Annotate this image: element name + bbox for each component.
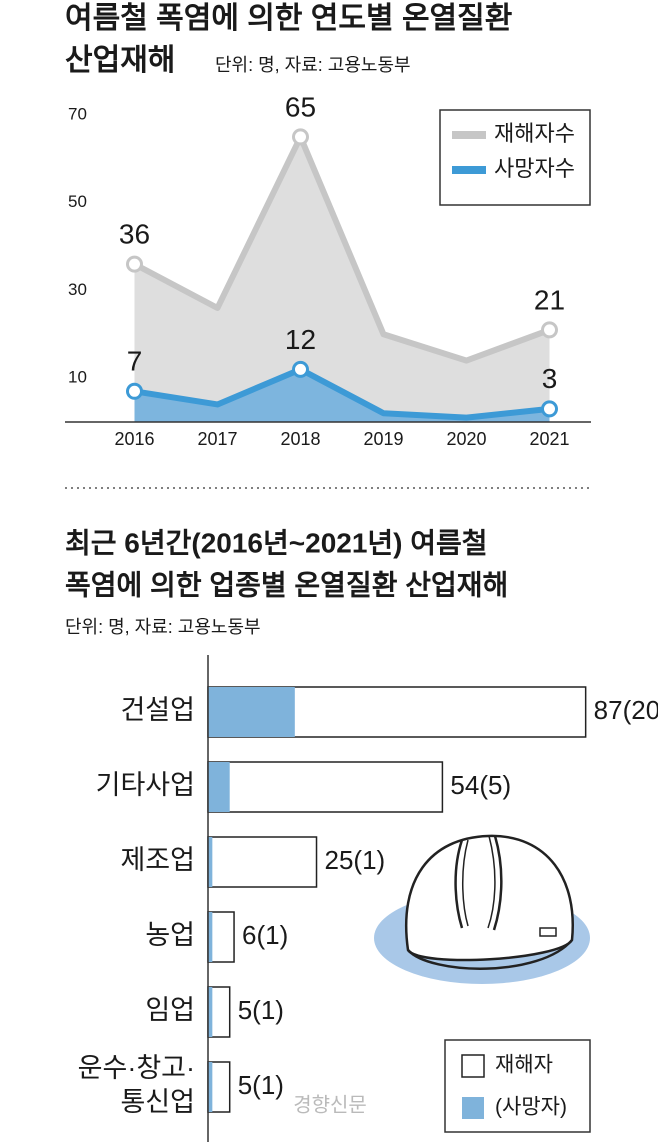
point-marker: [126, 255, 143, 273]
chart-title: 폭염에 의한 업종별 온열질환 산업재해: [65, 569, 508, 600]
y-tick-label: 통신업: [120, 1087, 195, 1117]
watermark: 경향신문: [293, 1093, 367, 1116]
data-label: 21: [534, 284, 565, 315]
y-tick-label: 건설업: [120, 695, 195, 725]
chart-title: 산업재해: [65, 44, 175, 77]
point-marker: [292, 128, 309, 146]
legend-label: 사망자수: [494, 156, 575, 181]
bar: [208, 687, 295, 737]
data-label: 6(1): [242, 920, 288, 950]
bar: [207, 761, 444, 813]
bar: [208, 1062, 213, 1112]
legend-swatch: [462, 1097, 484, 1119]
y-tick-label: 임업: [145, 995, 195, 1025]
bar: [208, 837, 213, 887]
x-tick-label: 2021: [529, 429, 569, 449]
x-tick-label: 2018: [280, 429, 320, 449]
y-tick-label: 30: [68, 280, 87, 299]
y-tick-label: 50: [68, 192, 87, 211]
data-label: 12: [285, 324, 316, 355]
data-label: 54(5): [450, 770, 511, 800]
data-label: 25(1): [325, 845, 386, 875]
legend-label: 재해자: [495, 1054, 553, 1077]
x-tick-label: 2016: [114, 429, 154, 449]
legend-label: (사망자): [495, 1096, 567, 1119]
legend-box: [439, 109, 591, 206]
y-tick-label: 70: [68, 104, 87, 123]
data-label: 5(1): [238, 995, 284, 1025]
chart-subtitle: 단위: 명, 자료: 고용노동부: [65, 617, 261, 637]
y-tick-label: 제조업: [120, 845, 195, 875]
y-tick-label: 운수·창고·: [78, 1053, 195, 1083]
y-tick-label: 기타사업: [96, 770, 195, 800]
legend-swatch: [461, 1054, 485, 1078]
chart-subtitle: 단위: 명, 자료: 고용노동부: [215, 55, 411, 75]
point-marker: [541, 400, 558, 418]
y-tick-label: 10: [68, 368, 87, 387]
bar: [207, 836, 318, 888]
bar: [208, 987, 213, 1037]
data-label: 87(20): [594, 695, 658, 725]
data-label: 7: [127, 346, 143, 377]
data-label: 65: [285, 91, 316, 122]
series-line: [134, 366, 550, 421]
legend-label: 재해자수: [494, 121, 575, 146]
x-tick-label: 2017: [197, 429, 237, 449]
data-label: 3: [542, 363, 558, 394]
helmet: [374, 834, 590, 984]
x-tick-label: 2020: [446, 429, 486, 449]
bar: [208, 762, 230, 812]
chart-title: 최근 6년간(2016년~2021년) 여름철: [65, 527, 488, 558]
series-area: [134, 136, 550, 422]
point-marker: [126, 382, 143, 400]
series-area: [134, 369, 550, 422]
series-line: [133, 133, 551, 364]
y-tick-label: 농업: [145, 920, 195, 950]
chart-title: 여름철 폭염에 의한 연도별 온열질환: [65, 2, 512, 35]
data-label: 36: [119, 219, 150, 250]
x-tick-label: 2019: [363, 429, 403, 449]
point-marker: [292, 360, 309, 378]
data-label: 5(1): [238, 1070, 284, 1100]
point-marker: [541, 321, 558, 339]
bar: [208, 912, 213, 962]
